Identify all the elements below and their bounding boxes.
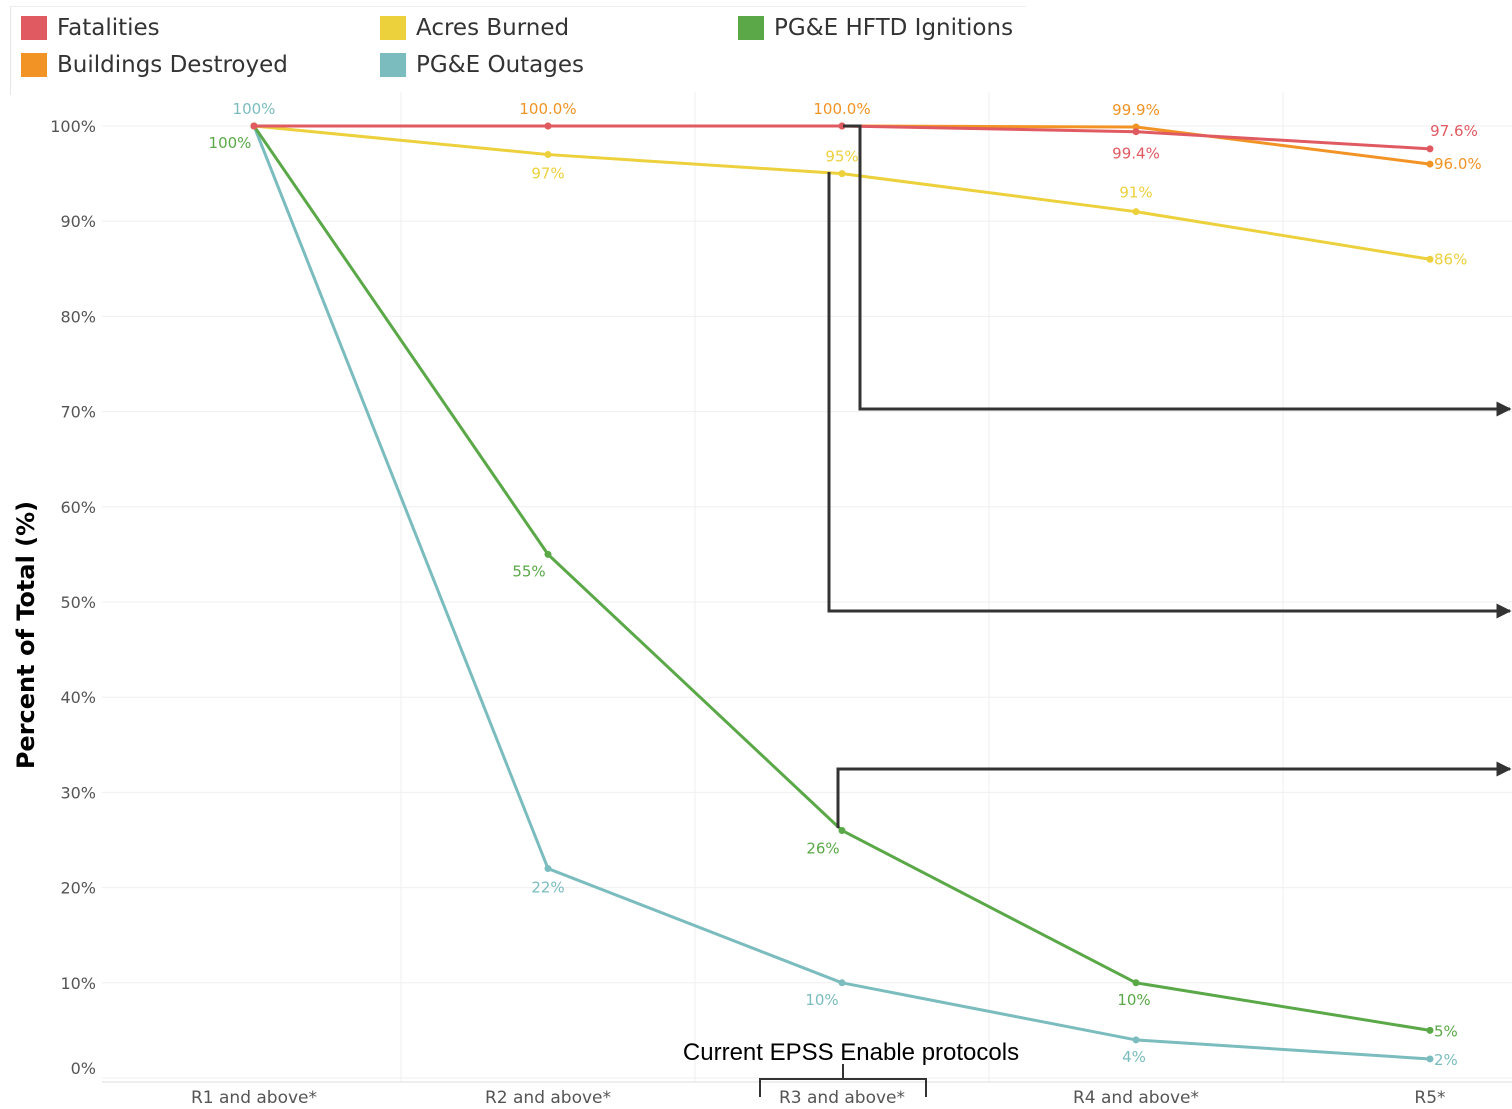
- data-labels: 99.4% 97.6% 100.0% 100.0% 99.9% 96.0% 97% 95% 91…: [209, 100, 1482, 1069]
- x-tick-label: R3 and above*: [779, 1088, 905, 1108]
- legend-label-pge-outages: PG&E Outages: [416, 52, 584, 78]
- data-label-pge-outages: 10%: [805, 991, 838, 1009]
- y-tick-label: 40%: [60, 688, 96, 707]
- data-point-fatalities: [544, 122, 552, 130]
- data-label-pge-hftd-ignitions: 55%: [512, 562, 545, 580]
- data-point-pge-hftd-ignitions: [838, 826, 846, 834]
- data-label-pge-outages: 22%: [531, 879, 564, 897]
- data-point-pge-outages: [1132, 1036, 1140, 1044]
- series-line-pge-hftd-ignitions: [252, 125, 1431, 1032]
- y-tick-label: 70%: [60, 403, 96, 422]
- data-point-pge-hftd-ignitions: [544, 550, 552, 558]
- legend-item-pge-outages: PG&E Outages: [380, 52, 584, 78]
- data-point-pge-hftd-ignitions: [1132, 979, 1140, 987]
- data-label-acres-burned: 91%: [1119, 184, 1152, 202]
- data-point-acres-burned: [1132, 208, 1140, 216]
- bracket-arrow-acres: [827, 172, 1512, 619]
- series-lines: [250, 122, 1434, 1063]
- y-tick-label: 10%: [60, 974, 96, 993]
- data-label-acres-burned: 86%: [1434, 250, 1467, 268]
- data-label-pge-hftd-ignitions: 26%: [806, 839, 839, 857]
- data-point-fatalities: [250, 122, 258, 130]
- data-label-acres-burned: 95%: [825, 148, 858, 166]
- data-point-pge-outages: [544, 865, 552, 873]
- y-tick-label: 20%: [60, 879, 96, 898]
- x-tick-label: R1 and above*: [191, 1088, 317, 1108]
- legend-swatch-pge-hftd-ignitions: [738, 16, 764, 40]
- y-tick-label: 60%: [60, 498, 96, 517]
- data-label-buildings-destroyed: 96.0%: [1434, 155, 1482, 173]
- data-label-buildings-destroyed: 100.0%: [519, 100, 576, 118]
- data-label-buildings-destroyed: 99.9%: [1112, 101, 1160, 119]
- current-protocol-bracket: [759, 1064, 927, 1097]
- legend-label-pge-hftd-ignitions: PG&E HFTD Ignitions: [774, 15, 1014, 41]
- y-axis: 0% 10% 20% 30% 40% 50% 60% 70% 80% 90% 100%: [50, 117, 96, 1078]
- data-label-pge-outages: 100%: [233, 100, 276, 118]
- data-point-acres-burned: [1426, 255, 1434, 263]
- data-label-fatalities: 97.6%: [1430, 122, 1478, 140]
- data-point-fatalities: [1132, 128, 1140, 136]
- data-label-pge-hftd-ignitions: 100%: [209, 134, 252, 152]
- data-label-fatalities: 99.4%: [1112, 145, 1160, 163]
- bracket-arrow-buildings: [843, 124, 1512, 417]
- grid-lines: [102, 92, 1512, 1083]
- y-tick-label: 90%: [60, 212, 96, 231]
- y-tick-label: 50%: [60, 593, 96, 612]
- x-tick-label: R5*: [1414, 1088, 1445, 1108]
- y-tick-label: 30%: [60, 783, 96, 802]
- current-protocol-label: Current EPSS Enable protocols: [683, 1039, 1019, 1066]
- legend-item-fatalities: Fatalities: [21, 15, 160, 41]
- series-line-acres-burned: [253, 124, 1431, 261]
- data-label-pge-outages: 4%: [1122, 1048, 1146, 1066]
- data-point-fatalities: [1426, 145, 1434, 153]
- data-point-acres-burned: [544, 151, 552, 159]
- legend-swatch-pge-outages: [380, 53, 406, 77]
- y-tick-label: 0%: [71, 1059, 96, 1078]
- data-point-buildings-destroyed: [1426, 160, 1434, 168]
- data-point-acres-burned: [838, 170, 846, 178]
- annotations: Current EPSS Enable protocols: [683, 124, 1512, 1097]
- legend-item-pge-hftd-ignitions: PG&E HFTD Ignitions: [738, 15, 1013, 41]
- legend-swatch-acres-burned: [380, 16, 406, 40]
- data-label-pge-outages: 2%: [1434, 1051, 1458, 1069]
- y-tick-label: 100%: [50, 117, 96, 136]
- legend-swatch-fatalities: [21, 16, 47, 40]
- data-label-acres-burned: 97%: [531, 165, 564, 183]
- series-line-pge-outages: [252, 125, 1431, 1061]
- data-label-buildings-destroyed: 100.0%: [813, 100, 870, 118]
- data-point-pge-hftd-ignitions: [1426, 1026, 1434, 1034]
- x-tick-label: R4 and above*: [1073, 1088, 1199, 1108]
- y-tick-label: 80%: [60, 307, 96, 326]
- y-axis-label: Percent of Total (%): [12, 501, 40, 769]
- data-label-pge-hftd-ignitions: 5%: [1434, 1022, 1458, 1040]
- bracket-arrow-ignitions: [836, 761, 1512, 828]
- legend-label-fatalities: Fatalities: [57, 15, 160, 41]
- x-tick-label: R2 and above*: [485, 1088, 611, 1108]
- data-label-pge-hftd-ignitions: 10%: [1117, 991, 1150, 1009]
- legend-swatch-buildings-destroyed: [21, 53, 47, 77]
- data-point-fatalities: [838, 122, 846, 130]
- legend: Fatalities Buildings Destroyed Acres Bur…: [10, 6, 1026, 95]
- legend-label-acres-burned: Acres Burned: [416, 15, 570, 41]
- legend-label-buildings-destroyed: Buildings Destroyed: [57, 52, 288, 78]
- data-point-pge-outages: [838, 979, 846, 987]
- x-axis: R1 and above* R2 and above* R3 and above* R…: [191, 1088, 1446, 1108]
- data-point-pge-outages: [1426, 1055, 1434, 1063]
- legend-item-buildings-destroyed: Buildings Destroyed: [21, 52, 288, 78]
- legend-item-acres-burned: Acres Burned: [380, 15, 569, 41]
